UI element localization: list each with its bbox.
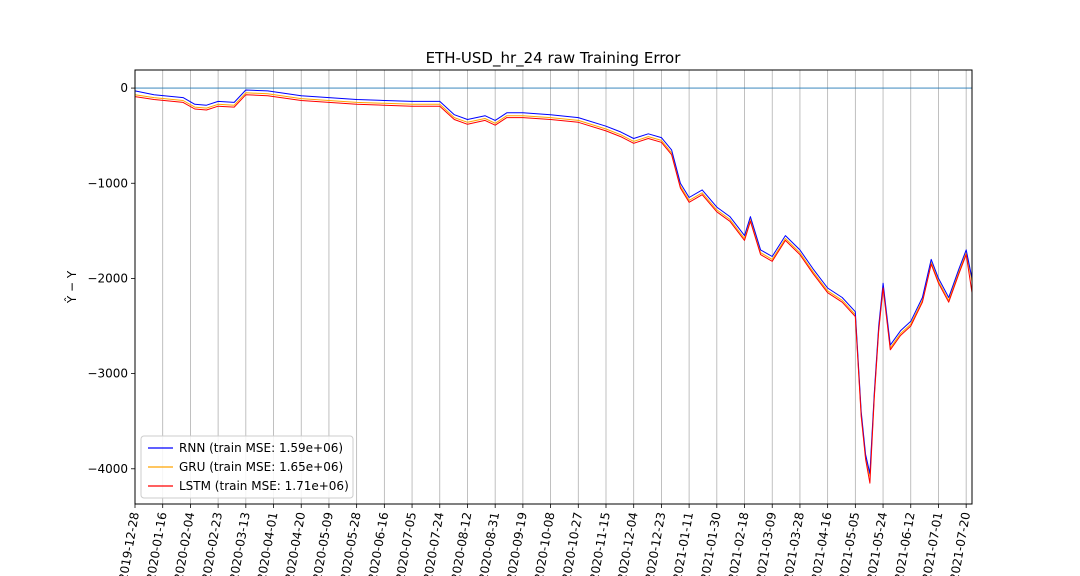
y-tick-label: −1000 <box>87 176 128 190</box>
legend-label-lstm: LSTM (train MSE: 1.71e+06) <box>179 479 349 493</box>
grid-lines <box>134 70 967 504</box>
y-tick-label: −4000 <box>87 462 128 476</box>
plot-frame <box>134 69 973 505</box>
y-axis-label: Ŷ − Y <box>64 270 79 304</box>
y-tick-label: −3000 <box>87 367 128 381</box>
legend: RNN (train MSE: 1.59e+06) GRU (train MSE… <box>140 435 354 499</box>
legend-box <box>140 435 354 499</box>
y-tick-label: 0 <box>120 81 128 95</box>
series-lines <box>134 89 973 484</box>
chart-title: ETH-USD_hr_24 raw Training Error <box>426 49 682 68</box>
lstm-line <box>134 94 973 484</box>
legend-label-rnn: RNN (train MSE: 1.59e+06) <box>179 441 343 455</box>
y-tick-label: −2000 <box>87 271 128 285</box>
legend-label-gru: GRU (train MSE: 1.65e+06) <box>179 460 343 474</box>
y-axis: 0 −1000 −2000 −3000 −4000 <box>87 81 135 476</box>
rnn-line <box>134 89 973 474</box>
